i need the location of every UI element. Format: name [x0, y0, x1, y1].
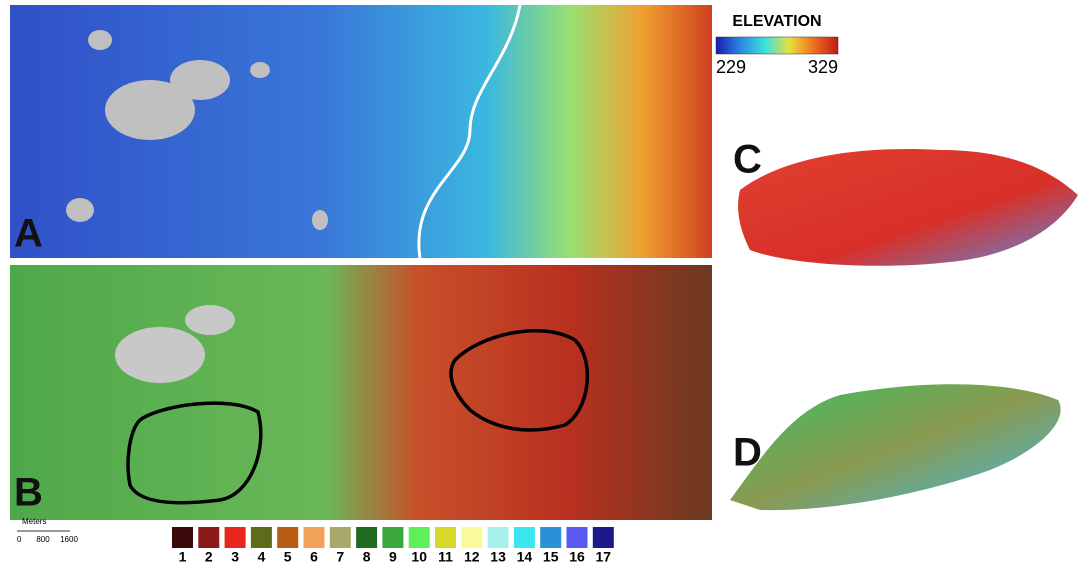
legend-swatch — [487, 527, 509, 548]
no-data-areas — [115, 305, 235, 383]
legend-label: 7 — [336, 549, 344, 565]
panel-label: A — [14, 212, 43, 256]
legend-label: 2 — [205, 549, 213, 565]
legend-title: ELEVATION — [732, 13, 821, 30]
legend-swatch — [224, 527, 246, 548]
legend-swatch — [382, 527, 404, 548]
panel-label: B — [14, 471, 43, 515]
watershed-outline — [449, 328, 589, 432]
legend-swatch — [303, 527, 325, 548]
legend-label: 14 — [517, 549, 533, 565]
legend-label: 3 — [231, 549, 239, 565]
legend-swatch — [329, 527, 351, 548]
legend-swatch — [356, 527, 378, 548]
legend-label: 6 — [310, 549, 318, 565]
legend-swatch — [277, 527, 299, 548]
map-a — [10, 5, 712, 258]
colorbar — [715, 36, 839, 55]
watershed-outline — [126, 401, 263, 505]
3d-view-d — [730, 384, 1061, 511]
legend-label: 15 — [543, 549, 559, 565]
panel-label: C — [733, 138, 762, 182]
legend-swatch — [513, 527, 535, 548]
legend-swatch — [566, 527, 588, 548]
scale-tick-label: 800 — [36, 535, 50, 544]
legend-swatch — [408, 527, 430, 548]
legend-swatch — [172, 527, 193, 548]
map-b — [10, 265, 712, 520]
scale-unit: Meters — [22, 517, 46, 526]
legend-label: 17 — [596, 549, 612, 565]
legend-swatch — [461, 527, 483, 548]
no-data-areas — [66, 30, 328, 230]
panel-label: D — [733, 431, 762, 475]
river — [417, 4, 522, 259]
legend-label: 5 — [284, 549, 292, 565]
scale-tick-label: 0 — [17, 535, 22, 544]
legend-swatch — [592, 527, 614, 548]
legend-label: 12 — [464, 549, 480, 565]
3d-view-c — [738, 149, 1078, 266]
legend-label: 4 — [258, 549, 266, 565]
legend-swatch — [435, 527, 456, 548]
legend-label: 10 — [411, 549, 427, 565]
class-legend: 1 2 3 4 5 6 7 8 9 10 11 12 13 14 15 16 17 — [172, 527, 614, 565]
legend-label: 9 — [389, 549, 397, 565]
legend-label: 16 — [569, 549, 585, 565]
legend-swatch — [540, 527, 562, 548]
scale-tick-label: 1600 — [60, 535, 78, 544]
colorbar-max: 329 — [808, 57, 838, 77]
legend-label: 1 — [179, 549, 187, 565]
legend-label: 8 — [363, 549, 371, 565]
legend-swatch — [250, 527, 272, 548]
legend-label: 11 — [438, 549, 453, 565]
scale-bar: Meters 0 800 1600 — [17, 517, 78, 544]
colorbar-min: 229 — [716, 57, 746, 77]
legend-label: 13 — [490, 549, 506, 565]
legend-swatch — [198, 527, 220, 548]
